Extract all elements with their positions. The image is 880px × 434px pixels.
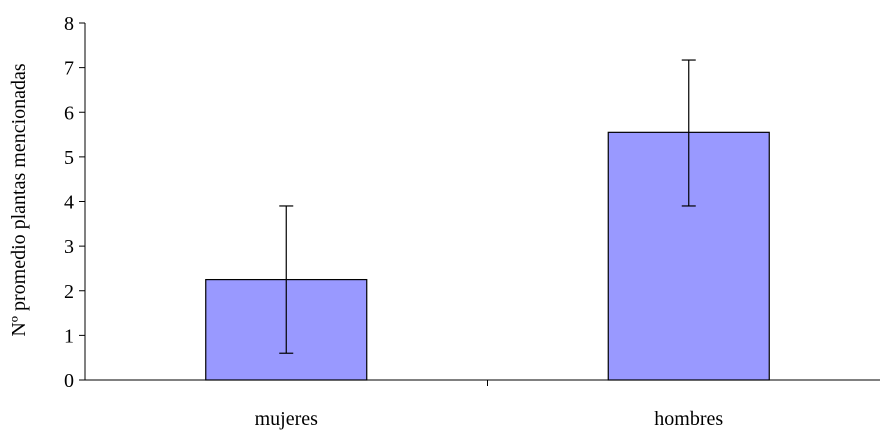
- x-category-labels: mujeres hombres: [255, 408, 724, 430]
- y-axis-label: Nº promedio plantas mencionadas: [8, 63, 30, 337]
- y-tick-label: 0: [64, 370, 74, 392]
- y-ticks: 0 1 2 3 4 5 6 7 8: [64, 13, 85, 392]
- x-category-label: mujeres: [255, 408, 319, 430]
- y-tick-label: 4: [64, 192, 74, 214]
- error-bars: [279, 59, 696, 354]
- y-tick-label: 5: [64, 147, 74, 169]
- bars: [205, 131, 770, 381]
- y-tick-label: 2: [64, 281, 74, 303]
- x-category-label: hombres: [654, 408, 723, 430]
- y-tick-label: 3: [64, 236, 74, 258]
- y-tick-label: 8: [64, 13, 74, 35]
- y-tick-label: 6: [64, 102, 74, 124]
- y-tick-label: 1: [64, 325, 74, 347]
- y-tick-label: 7: [64, 58, 74, 80]
